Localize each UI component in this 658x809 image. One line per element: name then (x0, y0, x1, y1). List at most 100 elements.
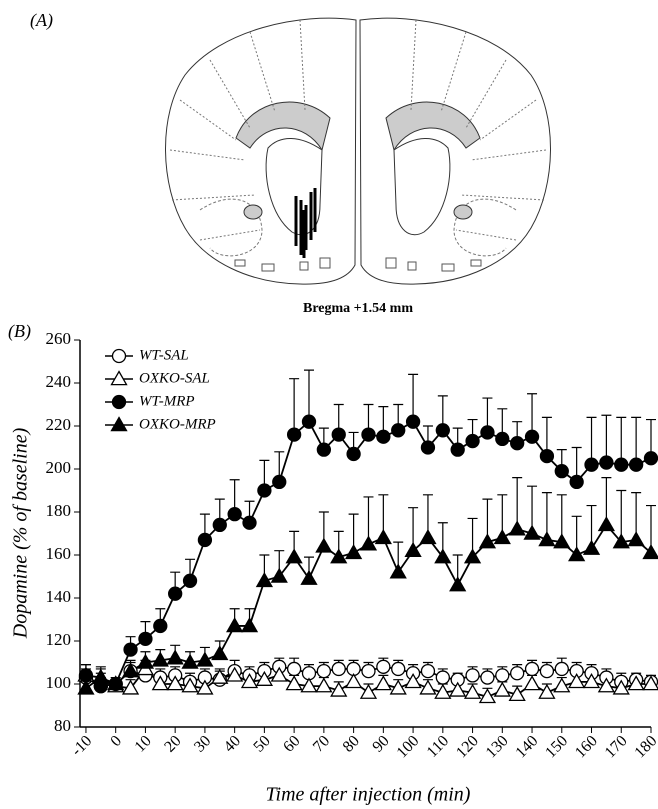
marker (628, 457, 644, 472)
marker (627, 531, 645, 547)
marker (584, 457, 599, 472)
marker (434, 683, 452, 699)
marker (643, 451, 658, 466)
legend-label: WT-MRP (139, 393, 195, 409)
error-bar (527, 393, 538, 437)
brain-diagram (165, 17, 552, 285)
y-axis-label: Dopamine (% of baseline) (10, 427, 32, 639)
x-tick-label: -10 (68, 732, 95, 759)
y-tick-label: 240 (46, 372, 72, 391)
marker (181, 677, 199, 693)
x-tick-label: 130 (483, 732, 512, 761)
legend-marker (110, 416, 128, 432)
x-tick-label: 50 (250, 732, 273, 755)
marker (478, 688, 497, 704)
marker (404, 541, 422, 557)
marker (255, 571, 274, 588)
marker (361, 427, 376, 442)
marker (539, 448, 555, 464)
marker (272, 474, 287, 490)
legend-marker (111, 348, 127, 364)
marker (463, 683, 482, 699)
marker (627, 675, 645, 691)
marker (404, 673, 422, 689)
marker (286, 427, 302, 442)
x-tick-label: 110 (424, 732, 453, 761)
marker (123, 642, 138, 657)
marker (435, 670, 450, 685)
error-bar (408, 373, 419, 422)
marker (523, 524, 541, 540)
x-tick-label: 160 (572, 732, 601, 761)
marker (286, 661, 302, 677)
x-tick-label: 20 (161, 732, 184, 755)
marker (376, 659, 391, 674)
x-axis-label: Time after injection (min) (266, 784, 471, 806)
marker (493, 528, 511, 545)
marker (270, 666, 288, 682)
x-tick-label: 170 (602, 732, 631, 761)
marker (582, 539, 601, 555)
marker (419, 528, 437, 545)
marker (435, 423, 450, 438)
marker (568, 546, 586, 562)
marker (240, 617, 259, 633)
x-tick-label: 140 (512, 732, 541, 761)
marker (257, 483, 272, 498)
marker (449, 576, 467, 592)
marker (524, 661, 540, 677)
marker (554, 463, 569, 479)
marker (538, 683, 556, 699)
y-tick-label: 180 (46, 501, 72, 520)
marker (301, 414, 317, 429)
marker (151, 675, 169, 691)
marker (344, 544, 363, 560)
marker (539, 663, 555, 679)
marker (344, 673, 363, 689)
marker (449, 681, 467, 697)
legend-marker (110, 370, 128, 386)
marker (136, 653, 155, 669)
legend-label: OXKO-MRP (139, 416, 216, 432)
marker (374, 675, 392, 691)
marker (153, 618, 168, 634)
marker (138, 631, 153, 646)
marker (389, 563, 407, 579)
x-tick-label: 120 (453, 732, 482, 761)
panel-label: (B) (8, 321, 31, 342)
marker (196, 651, 214, 667)
y-tick-label: 260 (46, 329, 72, 348)
legend-label: WT-SAL (139, 347, 189, 363)
marker (242, 515, 257, 530)
marker (597, 677, 616, 693)
x-tick-label: 180 (631, 732, 658, 761)
marker (510, 436, 525, 451)
marker (121, 662, 140, 678)
marker (92, 668, 110, 684)
error-bar (303, 369, 314, 422)
marker (495, 431, 510, 447)
error-bar (631, 416, 642, 465)
marker (166, 675, 184, 691)
marker (227, 507, 242, 522)
marker (420, 663, 436, 679)
marker (480, 670, 495, 685)
marker (597, 516, 616, 532)
caption: Bregma +1.54 mm (303, 301, 413, 316)
marker (391, 423, 406, 438)
x-tick-label: 30 (191, 732, 214, 755)
error-bar (289, 378, 300, 435)
marker (361, 663, 376, 679)
marker (508, 520, 526, 536)
marker (300, 677, 318, 693)
marker (391, 661, 406, 677)
marker (420, 440, 436, 455)
marker (316, 442, 332, 457)
x-tick-label: 0 (107, 732, 125, 750)
y-tick-label: 100 (46, 673, 72, 692)
series-line (85, 420, 652, 688)
marker (405, 414, 421, 429)
marker (240, 673, 259, 689)
marker (212, 517, 227, 533)
marker (582, 673, 601, 689)
